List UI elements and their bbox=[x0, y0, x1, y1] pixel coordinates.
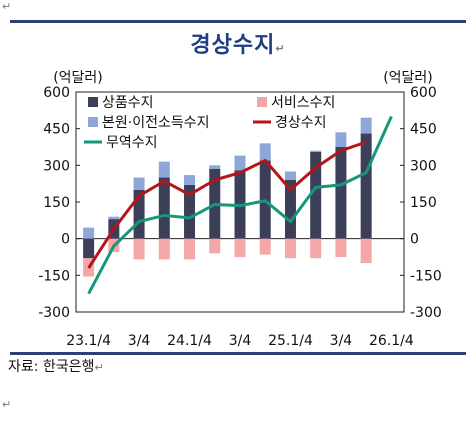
return-mark-source: ↵ bbox=[94, 361, 104, 374]
y-tick-label-right: -300 bbox=[410, 305, 442, 321]
return-mark-title: ↵ bbox=[275, 42, 286, 55]
x-tick-label: 23.1/4 bbox=[66, 333, 111, 349]
title-banner: 경상수지↵ bbox=[10, 20, 466, 66]
y-tick-label-left: 0 bbox=[61, 232, 70, 248]
x-tick-label: 3/4 bbox=[128, 333, 151, 349]
y-tick-label-right: 300 bbox=[410, 158, 437, 174]
chart-frame: (억달러) (억달러) 600 600 450 450 300 300 150 150 0 0 -150… bbox=[10, 60, 466, 355]
source-text: 자료: 한국은행 bbox=[8, 359, 95, 375]
bar-services bbox=[310, 238, 322, 259]
bar-goods bbox=[335, 147, 347, 239]
y-tick-label-right: -150 bbox=[410, 268, 442, 284]
y-tick-label-right: 0 bbox=[410, 232, 419, 248]
bar-services bbox=[259, 238, 271, 255]
bar-income bbox=[108, 216, 120, 220]
line-trade-balance bbox=[87, 115, 393, 295]
legend-label: 서비스수지 bbox=[271, 95, 335, 111]
bar-services bbox=[335, 238, 347, 257]
bar-services bbox=[209, 238, 221, 254]
y-tick-label-left: 150 bbox=[43, 195, 70, 211]
x-tick-label: 3/4 bbox=[330, 333, 353, 349]
line-current-account bbox=[87, 140, 367, 269]
y-tick-label-right: 600 bbox=[410, 85, 437, 101]
y-axis-unit-left: (억달러) bbox=[53, 70, 103, 86]
x-tick-label: 25.1/4 bbox=[268, 333, 313, 349]
bar-income bbox=[133, 177, 145, 190]
bar-services bbox=[158, 238, 170, 260]
y-axis-unit-right: (억달러) bbox=[383, 70, 433, 86]
source-note: 자료: 한국은행↵ bbox=[8, 356, 104, 376]
bar-goods bbox=[83, 238, 95, 259]
bar-goods bbox=[360, 133, 372, 239]
bar-income bbox=[310, 150, 322, 152]
bar-services bbox=[234, 238, 246, 257]
return-mark-bottom: ↵ bbox=[2, 398, 12, 411]
y-tick-label-right: 450 bbox=[410, 122, 437, 138]
bar-income bbox=[184, 175, 196, 185]
x-tick-label: 24.1/4 bbox=[167, 333, 212, 349]
legend-swatch bbox=[257, 97, 267, 107]
chart-title-label: 경상수지 bbox=[190, 33, 276, 58]
bar-income bbox=[158, 161, 170, 178]
return-mark-top: ↵ bbox=[2, 0, 12, 13]
bar-services bbox=[284, 238, 296, 259]
y-tick-label-left: 600 bbox=[43, 85, 70, 101]
bar-income bbox=[360, 117, 372, 134]
y-tick-label-left: 450 bbox=[43, 122, 70, 138]
chart-title: 경상수지↵ bbox=[10, 27, 466, 59]
legend-label: 경상수지 bbox=[275, 115, 327, 131]
bar-goods bbox=[133, 189, 145, 239]
legend-swatch bbox=[88, 97, 98, 107]
x-tick-label: 3/4 bbox=[229, 333, 252, 349]
y-tick-label-left: -300 bbox=[38, 305, 70, 321]
y-tick-label-left: -150 bbox=[38, 268, 70, 284]
y-tick-label-right: 150 bbox=[410, 195, 437, 211]
legend-label: 무역수지 bbox=[106, 135, 158, 151]
bar-income bbox=[83, 227, 95, 239]
legend-label: 본원·이전소득수지 bbox=[102, 115, 210, 131]
bar-goods bbox=[310, 151, 322, 239]
bar-services bbox=[184, 238, 196, 260]
bar-income bbox=[209, 165, 221, 169]
legend-label: 상품수지 bbox=[102, 95, 154, 111]
bar-income bbox=[335, 132, 347, 147]
bar-income bbox=[284, 171, 296, 180]
bar-income bbox=[259, 143, 271, 161]
bar-goods bbox=[284, 180, 296, 239]
bar-goods bbox=[158, 177, 170, 239]
y-tick-label-left: 300 bbox=[43, 158, 70, 174]
bar-goods bbox=[184, 184, 196, 239]
bar-income bbox=[234, 155, 246, 171]
x-tick-label: 26.1/4 bbox=[369, 333, 414, 349]
bar-services bbox=[133, 238, 145, 260]
bar-services bbox=[360, 238, 372, 264]
legend-swatch bbox=[88, 117, 98, 127]
